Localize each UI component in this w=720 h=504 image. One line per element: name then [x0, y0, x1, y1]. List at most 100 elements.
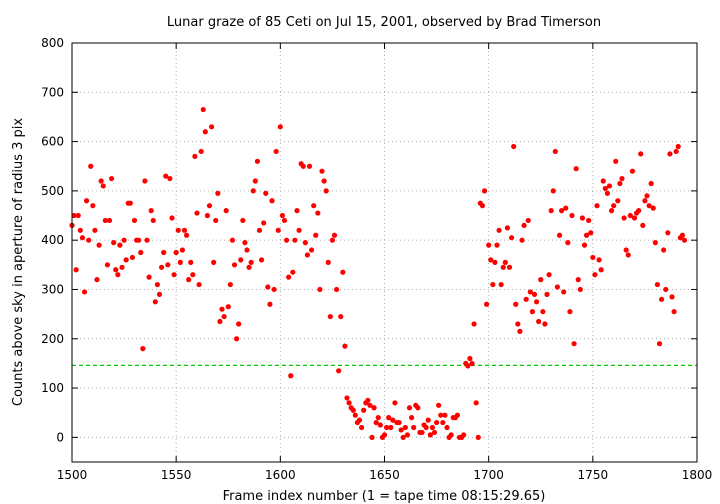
data-point — [223, 208, 229, 214]
data-point — [525, 217, 531, 224]
data-point — [604, 190, 611, 196]
data-point — [573, 166, 579, 172]
x-tick-label: 1750 — [578, 468, 609, 482]
data-point — [646, 203, 652, 209]
data-point — [183, 232, 190, 238]
data-point — [398, 427, 404, 433]
y-tick-label: 200 — [41, 332, 64, 346]
data-point — [375, 415, 381, 421]
x-axis-label: Frame index number (1 = tape time 08:15:… — [223, 489, 546, 504]
data-point — [402, 424, 408, 431]
data-point — [231, 262, 238, 268]
data-point — [613, 158, 619, 164]
data-point — [369, 434, 375, 440]
data-point — [642, 198, 648, 204]
data-point — [250, 188, 256, 194]
data-point — [321, 178, 327, 184]
data-point — [415, 405, 421, 411]
data-point — [115, 272, 121, 278]
data-point — [465, 363, 471, 369]
data-point — [433, 419, 440, 426]
data-point — [208, 124, 215, 130]
data-point — [352, 412, 358, 418]
data-point — [479, 203, 486, 209]
data-point — [517, 328, 523, 334]
data-point — [673, 148, 679, 155]
data-point — [73, 267, 79, 273]
data-point — [617, 180, 623, 187]
data-point — [481, 188, 488, 194]
data-point — [594, 203, 600, 209]
data-point — [408, 415, 415, 421]
data-point — [640, 222, 646, 228]
data-point — [638, 151, 644, 157]
data-point — [406, 405, 413, 411]
data-point — [336, 368, 342, 374]
data-point — [550, 188, 556, 194]
data-point — [140, 346, 146, 352]
y-tick-label: 800 — [41, 36, 64, 50]
data-point — [350, 407, 356, 413]
data-points — [69, 106, 688, 440]
data-point — [81, 289, 88, 295]
data-point — [533, 299, 540, 305]
data-point — [371, 405, 377, 411]
data-point — [596, 257, 602, 263]
data-point — [575, 277, 581, 283]
data-point — [608, 208, 615, 214]
data-point — [483, 301, 490, 307]
data-point — [431, 429, 438, 436]
data-point — [323, 188, 329, 194]
x-tick-label: 1500 — [57, 468, 88, 482]
data-point — [263, 190, 269, 196]
data-point — [523, 296, 529, 302]
y-tick-label: 500 — [41, 184, 64, 198]
data-point — [238, 257, 244, 263]
data-point — [173, 249, 179, 256]
data-point — [588, 230, 594, 236]
data-point — [675, 143, 681, 150]
data-point — [344, 395, 350, 401]
data-point — [190, 272, 196, 278]
data-point — [377, 422, 383, 428]
data-point — [267, 301, 273, 307]
y-tick-label: 0 — [56, 430, 64, 444]
data-point — [644, 193, 650, 199]
data-point — [590, 254, 596, 261]
data-point — [529, 309, 536, 315]
data-point — [652, 240, 658, 246]
data-point — [656, 341, 663, 347]
data-point — [290, 269, 296, 275]
data-point — [129, 254, 136, 261]
data-point — [502, 259, 508, 265]
x-tick-label: 1800 — [682, 468, 713, 482]
data-point — [425, 417, 431, 423]
data-point — [327, 313, 333, 320]
data-point — [650, 205, 656, 211]
data-point — [111, 240, 117, 246]
data-point — [311, 203, 317, 209]
data-point — [217, 318, 223, 325]
data-point — [127, 200, 133, 206]
data-point — [186, 277, 192, 283]
data-point — [563, 205, 569, 211]
data-point — [440, 419, 446, 426]
data-point — [540, 309, 546, 315]
data-point — [598, 267, 604, 273]
data-point — [88, 163, 94, 169]
data-point — [108, 175, 115, 182]
data-point — [356, 417, 363, 423]
data-point — [154, 281, 161, 288]
data-point — [138, 249, 144, 256]
data-point — [165, 262, 171, 268]
data-point — [225, 304, 231, 310]
data-point — [519, 237, 525, 243]
y-tick-label: 100 — [41, 381, 64, 395]
data-point — [494, 242, 500, 248]
data-point — [200, 106, 206, 113]
data-point — [71, 212, 77, 219]
data-point — [121, 237, 127, 243]
data-point — [658, 296, 665, 302]
data-point — [152, 299, 158, 305]
data-point — [206, 203, 213, 209]
